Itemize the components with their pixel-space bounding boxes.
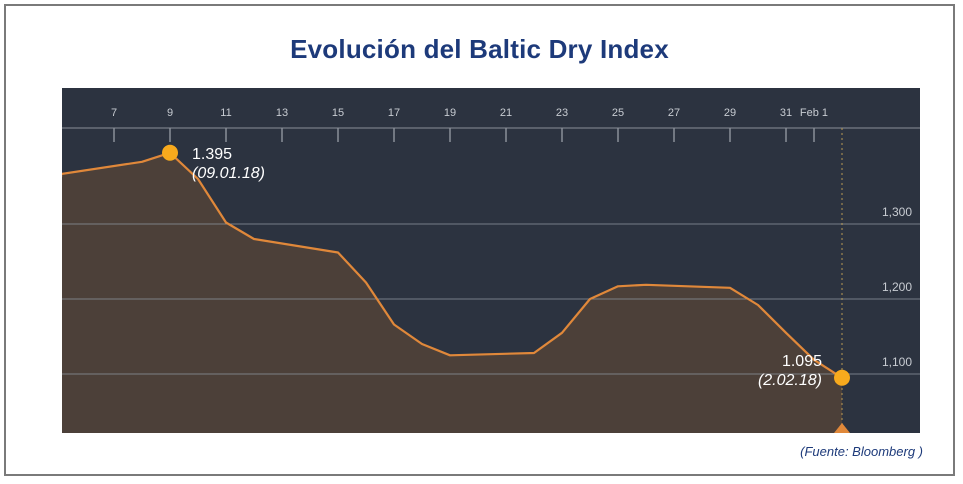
series-line xyxy=(56,151,843,379)
y-tick-label: 1,100 xyxy=(882,355,912,369)
x-tick-label: 11 xyxy=(220,107,231,119)
annotation-date: (2.02.18) xyxy=(758,372,822,389)
annotation-point xyxy=(162,144,178,161)
x-tick-label: 23 xyxy=(556,107,568,119)
annotation-value: 1.095 xyxy=(782,353,822,370)
y-tick-label: 1,300 xyxy=(882,205,912,219)
x-tick-label: 9 xyxy=(167,107,173,119)
x-tick-label: 21 xyxy=(500,107,512,119)
annotation-date: (09.01.18) xyxy=(192,165,265,182)
y-tick-label: 1,200 xyxy=(882,280,912,294)
annotation-point xyxy=(834,369,850,386)
x-tick-label: 29 xyxy=(724,107,736,119)
x-tick-label: 13 xyxy=(276,107,288,119)
x-tick-label: 19 xyxy=(444,107,456,119)
x-tick-label: 27 xyxy=(668,107,680,119)
current-date-pointer xyxy=(834,423,850,433)
x-tick-label: 15 xyxy=(332,107,344,119)
area-fill xyxy=(58,152,842,434)
annotation-value: 1.395 xyxy=(192,146,232,163)
x-tick-label: 7 xyxy=(111,107,117,119)
source-note: (Fuente: Bloomberg ) xyxy=(800,444,923,459)
chart-frame: Evolución del Baltic Dry Index 1,100 1,20… xyxy=(4,4,955,476)
x-tick-label: 25 xyxy=(612,107,624,119)
x-tick-label: 17 xyxy=(388,107,400,119)
baltic-dry-index-chart: 1,100 1,200 1,300 7 9 11 13 15 17 19 21 23 25 27 29 31 F… xyxy=(56,88,920,434)
chart-title: Evolución del Baltic Dry Index xyxy=(290,34,669,64)
x-tick-label: Feb 1 xyxy=(800,107,828,119)
chart-area: 1,100 1,200 1,300 7 9 11 13 15 17 19 21 23 25 27 29 31 F… xyxy=(56,88,920,434)
x-tick-label: 31 xyxy=(780,107,792,119)
